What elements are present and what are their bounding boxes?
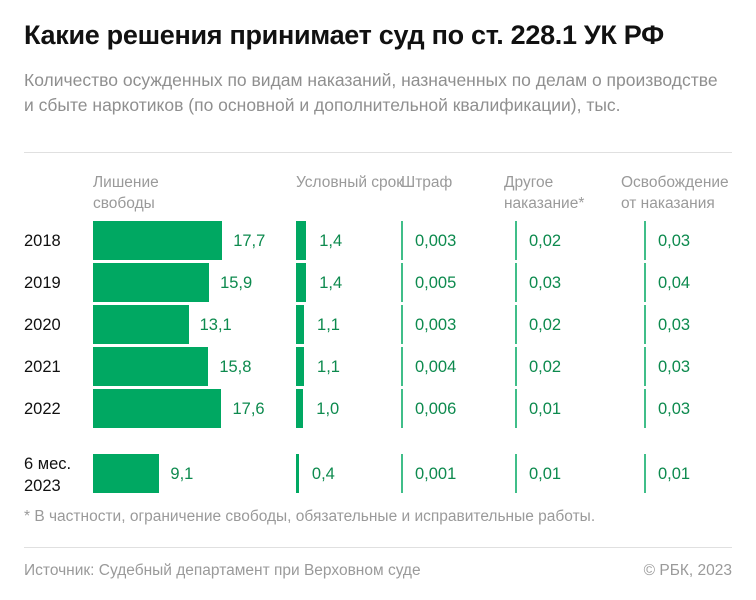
column-header: Условный срок — [296, 174, 404, 191]
bar-0-5 — [93, 454, 160, 493]
bar-3-1 — [515, 263, 517, 302]
chart-subtitle: Количество осужденных по видам наказаний… — [24, 70, 718, 115]
bar-3-5 — [515, 454, 517, 493]
row-label: 2021 — [24, 358, 61, 376]
value-label: 0,02 — [529, 232, 562, 250]
value-label: 17,7 — [233, 232, 266, 250]
value-label: 0,4 — [311, 465, 335, 483]
bar-3-0 — [515, 221, 517, 260]
bar-0-2 — [93, 305, 189, 344]
column-header: Другое наказание* — [504, 174, 585, 212]
value-label: 0,01 — [529, 400, 562, 418]
column-header: Освобождение от наказания — [621, 174, 729, 212]
row-label: 2022 — [24, 400, 61, 418]
row-label: 2018 — [24, 232, 61, 250]
value-label: 0,01 — [529, 465, 562, 483]
row-label: 2020 — [24, 316, 61, 334]
bar-2-3 — [401, 347, 403, 386]
value-label: 1,4 — [319, 232, 343, 250]
value-label: 0,02 — [529, 358, 562, 376]
value-label: 1,1 — [317, 316, 340, 334]
bar-1-1 — [296, 263, 307, 302]
divider — [24, 547, 732, 548]
bar-0-3 — [93, 347, 209, 386]
bar-4-3 — [644, 347, 646, 386]
bar-4-0 — [644, 221, 646, 260]
bar-0-4 — [93, 389, 222, 428]
footnote: * В частности, ограничение свободы, обяз… — [24, 508, 596, 525]
bar-1-4 — [296, 389, 304, 428]
bar-3-3 — [515, 347, 517, 386]
bar-2-1 — [401, 263, 403, 302]
value-label: 0,03 — [529, 274, 562, 292]
bar-4-1 — [644, 263, 646, 302]
value-label: 9,1 — [170, 465, 194, 483]
copyright: © РБК, 2023 — [643, 562, 732, 579]
value-label: 0,005 — [415, 274, 457, 292]
value-label: 0,006 — [415, 400, 457, 418]
bar-4-2 — [644, 305, 646, 344]
value-label: 0,003 — [415, 316, 457, 334]
bar-1-3 — [296, 347, 305, 386]
bar-2-0 — [401, 221, 403, 260]
bar-1-5 — [296, 454, 299, 493]
bar-2-2 — [401, 305, 403, 344]
column-header: Лишение свободы — [93, 174, 159, 212]
bar-2-4 — [401, 389, 403, 428]
bar-0-0 — [93, 221, 223, 260]
value-label: 15,9 — [220, 274, 253, 292]
bar-0-1 — [93, 263, 210, 302]
bar-4-4 — [644, 389, 646, 428]
divider — [24, 152, 732, 153]
value-label: 17,6 — [232, 400, 265, 418]
value-label: 1,0 — [316, 400, 340, 418]
row-label: 2019 — [24, 274, 61, 292]
value-label: 1,1 — [317, 358, 340, 376]
bar-3-2 — [515, 305, 517, 344]
source: Источник: Судебный департамент при Верхо… — [24, 562, 421, 579]
value-label: 0,003 — [415, 232, 457, 250]
value-label: 1,4 — [319, 274, 343, 292]
row-label: 6 мес. 2023 — [24, 455, 72, 495]
value-label: 0,001 — [415, 465, 457, 483]
value-label: 0,03 — [658, 400, 691, 418]
value-label: 0,004 — [415, 358, 457, 376]
bar-1-0 — [296, 221, 307, 260]
value-label: 0,03 — [658, 316, 691, 334]
value-label: 0,02 — [529, 316, 562, 334]
bar-2-5 — [401, 454, 403, 493]
value-label: 0,03 — [658, 232, 691, 250]
bar-4-5 — [644, 454, 646, 493]
bar-1-2 — [296, 305, 305, 344]
value-label: 0,01 — [658, 465, 691, 483]
value-label: 13,1 — [199, 316, 232, 334]
value-label: 0,04 — [658, 274, 691, 292]
chart-title: Какие решения принимает суд по ст. 228.1… — [24, 20, 664, 50]
value-label: 0,03 — [658, 358, 691, 376]
value-label: 15,8 — [219, 358, 252, 376]
bar-3-4 — [515, 389, 517, 428]
column-header: Штраф — [401, 174, 453, 191]
